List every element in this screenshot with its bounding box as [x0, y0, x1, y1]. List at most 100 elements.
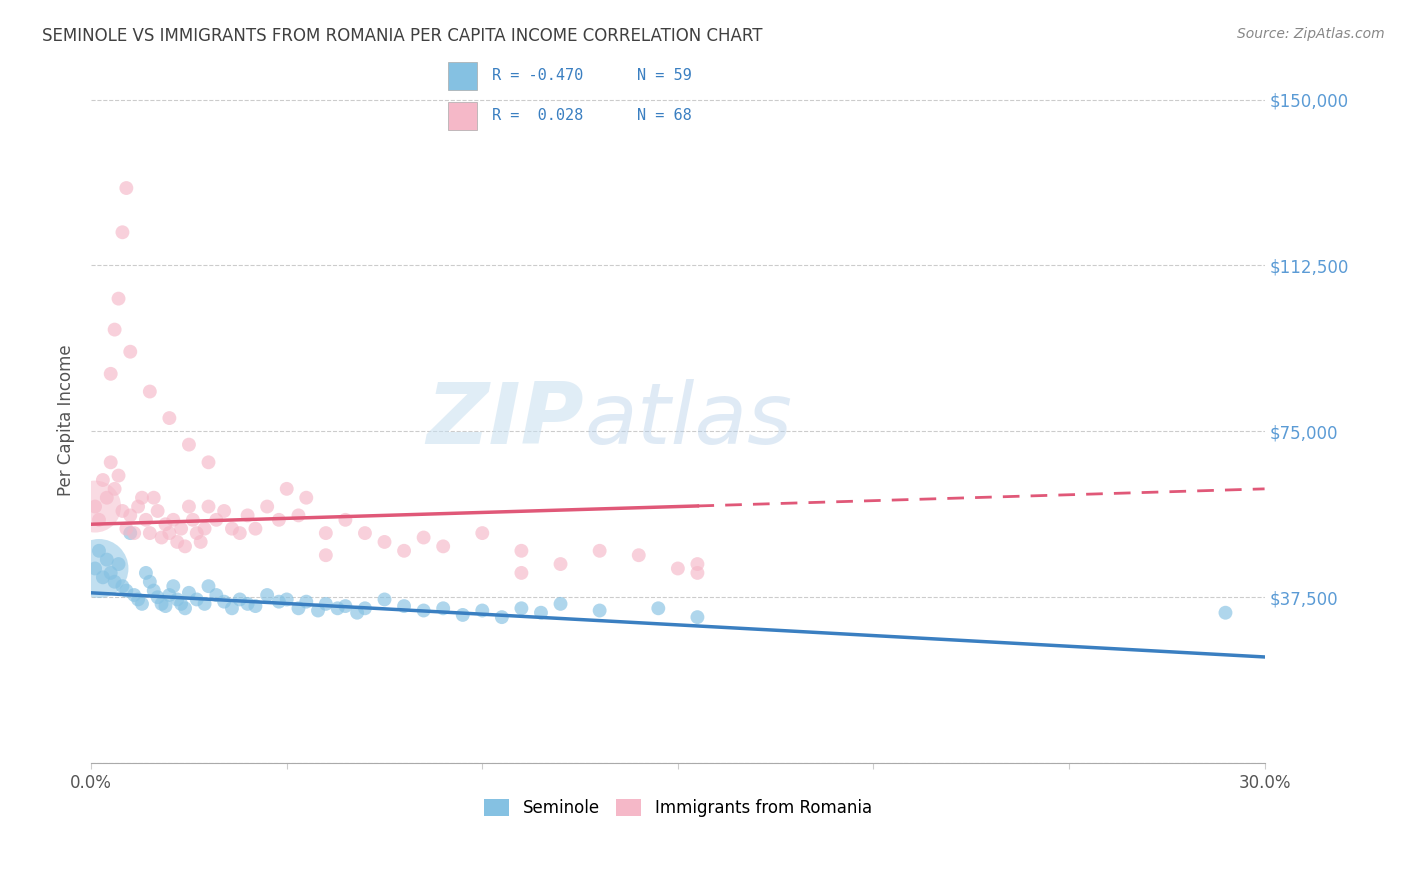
Point [373, 592, 395, 607]
Point [131, 597, 153, 611]
Point [267, 513, 290, 527]
Point [530, 606, 553, 620]
Point [84, 561, 107, 575]
Point [276, 482, 298, 496]
Point [107, 292, 129, 306]
Point [87, 543, 110, 558]
Point [354, 601, 377, 615]
FancyBboxPatch shape [447, 62, 477, 90]
Point [84, 500, 107, 514]
Point [686, 610, 709, 624]
Point [588, 603, 610, 617]
Point [267, 595, 290, 609]
Point [166, 535, 188, 549]
Point [229, 526, 252, 541]
Point [373, 535, 395, 549]
Point [315, 526, 337, 541]
Point [236, 508, 259, 523]
Point [139, 574, 162, 589]
Point [162, 579, 184, 593]
Point [104, 482, 127, 496]
Point [157, 526, 180, 541]
Point [142, 491, 165, 505]
Point [100, 455, 122, 469]
Point [205, 588, 228, 602]
Point [111, 579, 134, 593]
Point [135, 566, 157, 580]
Point [120, 344, 142, 359]
Legend: Seminole, Immigrants from Romania: Seminole, Immigrants from Romania [478, 792, 879, 823]
Point [107, 468, 129, 483]
Point [104, 323, 127, 337]
Point [315, 597, 337, 611]
Point [197, 500, 219, 514]
Point [91, 570, 114, 584]
Point [127, 500, 149, 514]
FancyBboxPatch shape [447, 102, 477, 130]
Point [550, 557, 572, 571]
Point [177, 500, 200, 514]
Point [471, 526, 494, 541]
Point [194, 597, 217, 611]
Text: Source: ZipAtlas.com: Source: ZipAtlas.com [1237, 27, 1385, 41]
Point [627, 548, 650, 562]
Point [135, 513, 157, 527]
Point [510, 543, 533, 558]
Point [87, 561, 110, 575]
Point [186, 526, 208, 541]
Y-axis label: Per Capita Income: Per Capita Income [58, 344, 75, 496]
Point [412, 531, 434, 545]
Point [131, 491, 153, 505]
Point [150, 597, 173, 611]
Point [392, 543, 415, 558]
Point [212, 504, 235, 518]
Point [155, 599, 177, 613]
Point [647, 601, 669, 615]
Point [150, 531, 173, 545]
Point [326, 601, 349, 615]
Point [412, 603, 434, 617]
Point [287, 508, 309, 523]
Text: SEMINOLE VS IMMIGRANTS FROM ROMANIA PER CAPITA INCOME CORRELATION CHART: SEMINOLE VS IMMIGRANTS FROM ROMANIA PER … [42, 27, 762, 45]
Point [115, 181, 138, 195]
Point [686, 566, 709, 580]
Point [181, 513, 204, 527]
Point [212, 595, 235, 609]
Point [122, 526, 145, 541]
Point [666, 561, 689, 575]
Point [471, 603, 494, 617]
Point [120, 526, 142, 541]
Text: R =  0.028: R = 0.028 [492, 108, 583, 123]
Point [245, 522, 267, 536]
Point [96, 552, 118, 566]
Point [229, 592, 252, 607]
Point [245, 599, 267, 613]
Point [155, 517, 177, 532]
Point [157, 588, 180, 602]
Point [111, 225, 134, 239]
Point [170, 522, 193, 536]
Point [197, 579, 219, 593]
Text: N = 59: N = 59 [637, 68, 692, 83]
Point [295, 491, 318, 505]
Point [174, 601, 197, 615]
Point [115, 522, 138, 536]
Point [100, 566, 122, 580]
Text: N = 68: N = 68 [637, 108, 692, 123]
Point [107, 557, 129, 571]
Point [491, 610, 513, 624]
Point [157, 411, 180, 425]
Point [104, 574, 127, 589]
Point [354, 526, 377, 541]
Point [91, 473, 114, 487]
Point [87, 513, 110, 527]
Point [122, 588, 145, 602]
Point [432, 601, 454, 615]
Point [142, 583, 165, 598]
Point [307, 603, 329, 617]
Point [162, 513, 184, 527]
Point [170, 597, 193, 611]
Point [392, 599, 415, 613]
Point [186, 592, 208, 607]
Point [177, 586, 200, 600]
